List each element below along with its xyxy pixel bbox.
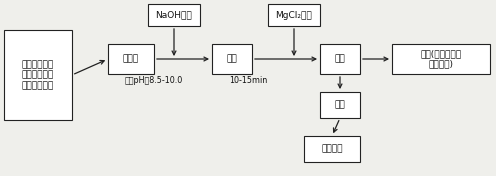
Text: 干化: 干化 — [335, 100, 345, 109]
Text: 10-15min: 10-15min — [229, 76, 267, 85]
Text: 调节pH至8.5-10.0: 调节pH至8.5-10.0 — [125, 76, 183, 85]
Text: 搅拌: 搅拌 — [227, 55, 238, 64]
Bar — [108, 44, 154, 74]
Text: MgCl₂溶液: MgCl₂溶液 — [276, 11, 312, 20]
Bar — [212, 44, 252, 74]
Bar — [320, 92, 360, 118]
Bar — [392, 44, 490, 74]
Text: 缓释肥料: 缓释肥料 — [321, 144, 343, 153]
Bar — [148, 4, 200, 26]
Bar — [320, 44, 360, 74]
Text: NaOH溶液: NaOH溶液 — [156, 11, 192, 20]
Bar — [304, 136, 360, 162]
Text: 出水(至污水处理
厂进水口): 出水(至污水处理 厂进水口) — [421, 49, 462, 69]
Text: 反应池: 反应池 — [123, 55, 139, 64]
Bar — [4, 30, 72, 120]
Bar — [268, 4, 320, 26]
Text: 沉淀: 沉淀 — [335, 55, 345, 64]
Text: 污泥浓缩废水
污泥消化废水
污泥脱水废水: 污泥浓缩废水 污泥消化废水 污泥脱水废水 — [22, 60, 54, 90]
